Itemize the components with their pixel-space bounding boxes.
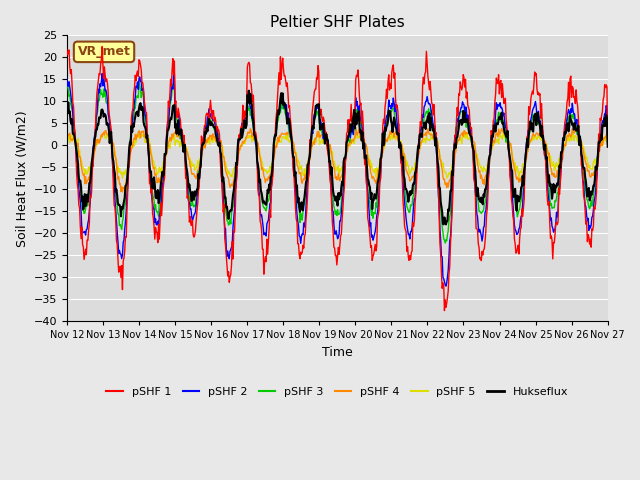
- Text: VR_met: VR_met: [77, 45, 131, 59]
- X-axis label: Time: Time: [322, 346, 353, 359]
- Legend: pSHF 1, pSHF 2, pSHF 3, pSHF 4, pSHF 5, Hukseflux: pSHF 1, pSHF 2, pSHF 3, pSHF 4, pSHF 5, …: [102, 383, 572, 401]
- Y-axis label: Soil Heat Flux (W/m2): Soil Heat Flux (W/m2): [15, 110, 28, 247]
- Title: Peltier SHF Plates: Peltier SHF Plates: [270, 15, 404, 30]
